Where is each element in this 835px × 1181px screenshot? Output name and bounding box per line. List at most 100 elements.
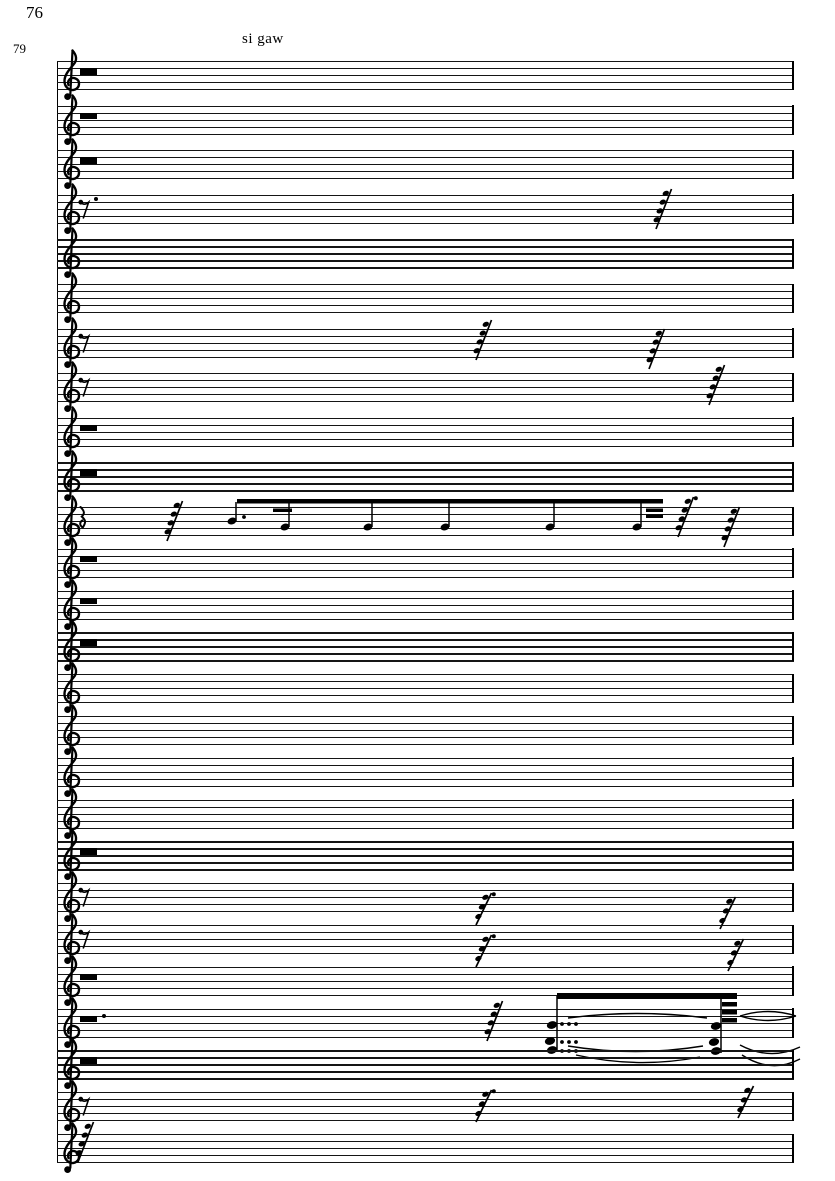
staff-line (57, 105, 794, 107)
staff-row (0, 1080, 835, 1132)
staff-end-barline (791, 715, 794, 745)
staff-end-barline (791, 1091, 794, 1122)
staff-line (57, 89, 794, 91)
eighth-rest-icon (78, 377, 91, 397)
staff-line (57, 535, 794, 537)
whole-rest-icon (80, 639, 97, 646)
treble-clef-icon (56, 1121, 86, 1177)
grace-cluster-icon (472, 933, 496, 969)
staff-line (57, 528, 794, 530)
staff-line (57, 222, 794, 224)
staff-line (57, 445, 794, 447)
treble-clef-icon (56, 828, 86, 884)
whole-rest-icon (80, 68, 97, 75)
staff-line (57, 604, 794, 606)
staff-line (57, 716, 794, 718)
staff-line (57, 799, 794, 801)
staff-line (57, 1120, 794, 1122)
treble-clef-icon (56, 182, 86, 238)
whole-rest-icon (80, 1015, 97, 1023)
whole-rest-icon (80, 555, 97, 563)
staff-end-barline (791, 1049, 794, 1080)
treble-clef-icon (56, 494, 86, 550)
staff-line (57, 639, 794, 641)
staff-line (57, 438, 794, 440)
staff-line (57, 1162, 794, 1164)
staff-line (57, 349, 794, 351)
whole-rest-icon (80, 848, 97, 855)
grace-cluster-icon (74, 1120, 98, 1164)
staff-line (57, 953, 794, 955)
staff-line (57, 869, 794, 871)
grace-cluster-icon (734, 1084, 758, 1120)
whole-rest-icon (80, 424, 97, 432)
eighth-rest-icon (78, 333, 91, 353)
staff-line (57, 194, 794, 196)
staff-row (0, 620, 835, 672)
grace-cluster-icon (674, 495, 698, 539)
staff-line (57, 1050, 794, 1052)
staff-line (57, 688, 794, 690)
staff-line (57, 632, 794, 634)
staff-line (57, 1071, 794, 1073)
staff-line (57, 820, 794, 822)
grace-cluster-icon (720, 505, 744, 549)
staff-row (0, 537, 835, 588)
staff-line (57, 946, 794, 948)
staff-row (0, 992, 835, 1066)
staff-line (57, 380, 794, 382)
staff-line (57, 417, 794, 419)
whole-rest-icon (80, 973, 97, 981)
grace-cluster-icon (472, 891, 496, 927)
grace-cluster-icon (163, 499, 187, 543)
staff-row (0, 662, 835, 714)
staff-line (57, 267, 794, 269)
whole-rest-icon (80, 1057, 97, 1064)
lyric-text: si gaw (242, 31, 284, 47)
staff-line (57, 490, 794, 492)
eighth-rest-icon (78, 929, 91, 949)
staff-line (57, 387, 794, 389)
staff-line (57, 1022, 794, 1024)
treble-clef-icon (56, 703, 86, 759)
treble-clef-icon (56, 405, 86, 461)
staff-line (57, 521, 794, 523)
staff-row (0, 450, 835, 502)
staff-end-barline (791, 238, 794, 269)
staff-end-barline (791, 328, 794, 358)
staff-end-barline (791, 1008, 794, 1038)
treble-clef-icon (56, 619, 86, 675)
treble-clef-icon (56, 360, 86, 416)
staff-line (57, 112, 794, 114)
staff-line (57, 576, 794, 578)
staff-end-barline (791, 757, 794, 787)
staff-line (57, 723, 794, 725)
staff-line (57, 841, 794, 843)
staff-line (57, 890, 794, 892)
staff-row (0, 704, 835, 755)
staff-row (0, 1038, 835, 1090)
staff-line (57, 119, 794, 121)
staff-line (57, 1064, 794, 1066)
staff-line (57, 744, 794, 746)
staff-row (0, 93, 835, 145)
augmentation-dot (102, 1013, 106, 1018)
staff-end-barline (791, 149, 794, 180)
treble-clef-icon (56, 48, 86, 104)
staff-line (57, 737, 794, 739)
staff-line (57, 911, 794, 913)
staff-line (57, 660, 794, 662)
staff-end-barline (791, 548, 794, 578)
treble-clef-icon (56, 578, 86, 634)
staff-line (57, 590, 794, 592)
grace-cluster-icon (645, 327, 669, 371)
staff-line (57, 897, 794, 899)
measure-number: 76 (26, 3, 43, 22)
staff-line (57, 848, 794, 850)
staff-line (57, 68, 794, 70)
staff-line (57, 618, 794, 620)
treble-clef-icon (56, 316, 86, 372)
staff-line (57, 562, 794, 564)
treble-clef-icon (56, 1079, 86, 1135)
